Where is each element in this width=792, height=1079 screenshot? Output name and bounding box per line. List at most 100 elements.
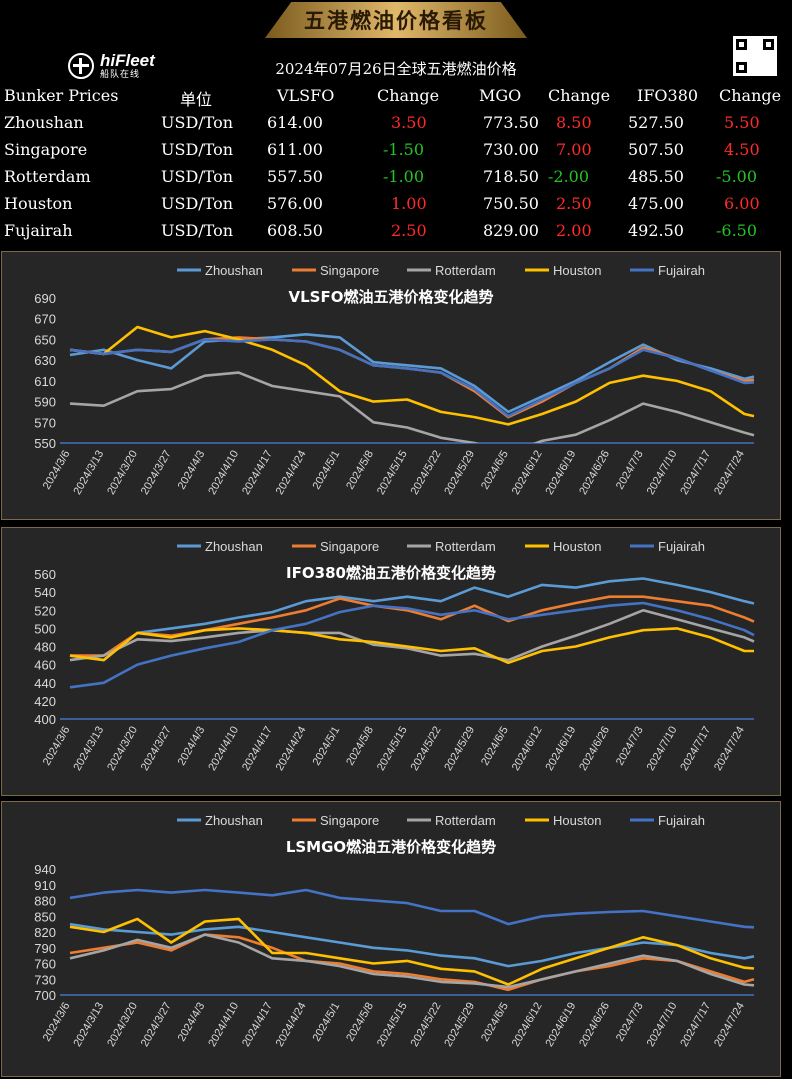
cell-unit: USD/Ton xyxy=(161,167,234,186)
series-line-houston xyxy=(69,627,754,665)
series-line-fujairah xyxy=(69,888,755,929)
y-tick-label: 520 xyxy=(34,603,56,618)
vlsfo-chart: Zhoushan Singapore Rotterdam Houston Fujaira… xyxy=(34,263,755,497)
table-header-row: Bunker Prices 单位 VLSFO Change MGO Change… xyxy=(0,84,792,111)
x-tick-label: 2024/6/19 xyxy=(544,449,579,497)
y-tick-label: 850 xyxy=(34,909,56,924)
logo-sub: 船队在线 xyxy=(100,70,141,80)
y-tick-label: 570 xyxy=(34,415,56,430)
x-tick-label: 2024/7/24 xyxy=(712,1001,747,1049)
qr-code-icon xyxy=(733,36,777,76)
y-tick-label: 590 xyxy=(34,395,56,410)
cell-mgo: 773.50 xyxy=(483,113,539,132)
x-tick-label: 2024/3/6 xyxy=(41,1001,73,1044)
banner-plate: 五港燃油价格看板 xyxy=(265,2,527,38)
cell-vlsfo: 614.00 xyxy=(267,113,323,132)
x-tick-label: 2024/5/22 xyxy=(409,725,444,773)
y-tick-label: 420 xyxy=(34,694,56,709)
x-tick-label: 2024/4/17 xyxy=(240,1001,275,1049)
legend-label: Fujairah xyxy=(658,813,705,828)
x-tick-label: 2024/7/10 xyxy=(645,725,680,773)
header-bunker: Bunker Prices xyxy=(4,86,119,105)
cell-port: Houston xyxy=(4,194,73,213)
cell-vlsfo-change: 2.50 xyxy=(391,221,427,240)
legend: Zhoushan Singapore Rotterdam Houston Fujaira… xyxy=(177,263,705,278)
y-tick-label: 820 xyxy=(34,925,56,940)
x-tick-label: 2024/3/27 xyxy=(139,725,174,773)
cell-vlsfo-change: 1.00 xyxy=(391,194,427,213)
legend-label: Rotterdam xyxy=(435,263,496,278)
legend-label: Singapore xyxy=(320,813,379,828)
header-mgo-change: Change xyxy=(548,86,611,105)
table-row: Singapore USD/Ton 611.00 -1.50 730.00 7.00 507… xyxy=(0,138,792,165)
cell-vlsfo: 611.00 xyxy=(267,140,323,159)
x-tick-label: 2024/6/12 xyxy=(510,725,545,773)
cell-unit: USD/Ton xyxy=(161,194,234,213)
logo-brand: hiFleet xyxy=(100,51,155,70)
top-banner: 五港燃油价格看板 xyxy=(0,0,792,42)
cell-mgo: 730.00 xyxy=(483,140,539,159)
series-line-rotterdam xyxy=(69,933,755,989)
series-line-rotterdam xyxy=(69,609,755,662)
cell-mgo: 829.00 xyxy=(483,221,539,240)
x-tick-label: 2024/7/24 xyxy=(712,449,747,497)
cell-vlsfo-change: -1.00 xyxy=(383,167,425,186)
x-tick-label: 2024/7/3 xyxy=(614,1001,646,1044)
table-row: Fujairah USD/Ton 608.50 2.50 829.00 2.00 492.5… xyxy=(0,219,792,246)
y-tick-label: 440 xyxy=(34,676,56,691)
legend-label: Houston xyxy=(553,263,601,278)
legend: Zhoushan Singapore Rotterdam Houston Fujaira… xyxy=(177,539,705,554)
x-tick-label: 2024/5/1 xyxy=(311,1001,343,1044)
cell-mgo: 718.50 xyxy=(483,167,539,186)
ifo380-chart-panel: Zhoushan Singapore Rotterdam Houston Fujaira… xyxy=(1,527,781,796)
header-vlsfo-change: Change xyxy=(377,86,440,105)
banner-title: 五港燃油价格看板 xyxy=(304,9,488,33)
x-tick-label: 2024/6/12 xyxy=(510,1001,545,1049)
x-tick-label: 2024/3/13 xyxy=(71,725,106,773)
series-line-fujairah xyxy=(69,601,755,689)
x-tick-label: 2024/5/29 xyxy=(442,1001,477,1049)
x-tick-label: 2024/3/20 xyxy=(105,1001,140,1049)
hifleet-logo: hiFleet 船队在线 xyxy=(68,52,155,80)
cell-vlsfo: 557.50 xyxy=(267,167,323,186)
cell-ifo-change: 4.50 xyxy=(724,140,760,159)
y-tick-label: 400 xyxy=(34,712,56,727)
x-tick-label: 2024/3/13 xyxy=(71,449,106,497)
x-tick-label: 2024/7/17 xyxy=(678,449,713,497)
legend-label: Rotterdam xyxy=(435,813,496,828)
y-tick-label: 540 xyxy=(34,585,56,600)
x-tick-label: 2024/6/5 xyxy=(479,448,511,491)
x-tick-label: 2024/7/24 xyxy=(712,725,747,773)
x-tick-label: 2024/4/17 xyxy=(240,449,275,497)
y-tick-label: 550 xyxy=(34,436,56,451)
legend: Zhoushan Singapore Rotterdam Houston Fujaira… xyxy=(177,813,705,828)
cell-mgo-change: 7.00 xyxy=(556,140,592,159)
cell-mgo-change: 2.00 xyxy=(556,221,592,240)
x-tick-label: 2024/4/24 xyxy=(274,449,309,497)
x-tick-label: 2024/7/10 xyxy=(645,1001,680,1049)
lsmgo-chart: Zhoushan Singapore Rotterdam Houston Fujaira… xyxy=(34,813,755,1049)
legend-label: Zhoushan xyxy=(205,813,263,828)
x-tick-label: 2024/5/22 xyxy=(409,449,444,497)
legend-label: Zhoushan xyxy=(205,263,263,278)
x-tick-label: 2024/6/26 xyxy=(577,449,612,497)
cell-ifo-change: -6.50 xyxy=(716,221,758,240)
chart-title: IFO380燃油五港价格变化趋势 xyxy=(286,564,496,582)
x-tick-label: 2024/3/20 xyxy=(105,725,140,773)
legend-label: Singapore xyxy=(320,539,379,554)
x-tick-label: 2024/5/1 xyxy=(311,725,343,768)
series-line-fujairah xyxy=(69,338,755,418)
cell-mgo-change: -2.00 xyxy=(548,167,590,186)
x-tick-label: 2024/3/13 xyxy=(71,1001,106,1049)
x-tick-label: 2024/3/27 xyxy=(139,449,174,497)
cell-vlsfo-change: 3.50 xyxy=(391,113,427,132)
cell-ifo380: 492.50 xyxy=(628,221,684,240)
y-tick-label: 460 xyxy=(34,658,56,673)
lsmgo-chart-panel: Zhoushan Singapore Rotterdam Houston Fujaira… xyxy=(1,801,781,1077)
header-ifo380: IFO380 xyxy=(637,86,699,105)
cell-ifo-change: 6.00 xyxy=(724,194,760,213)
x-tick-label: 2024/7/10 xyxy=(645,449,680,497)
table-row: Zhoushan USD/Ton 614.00 3.50 773.50 8.50 527.5… xyxy=(0,111,792,138)
series-line-rotterdam xyxy=(69,371,755,443)
header-mgo: MGO xyxy=(479,86,522,105)
